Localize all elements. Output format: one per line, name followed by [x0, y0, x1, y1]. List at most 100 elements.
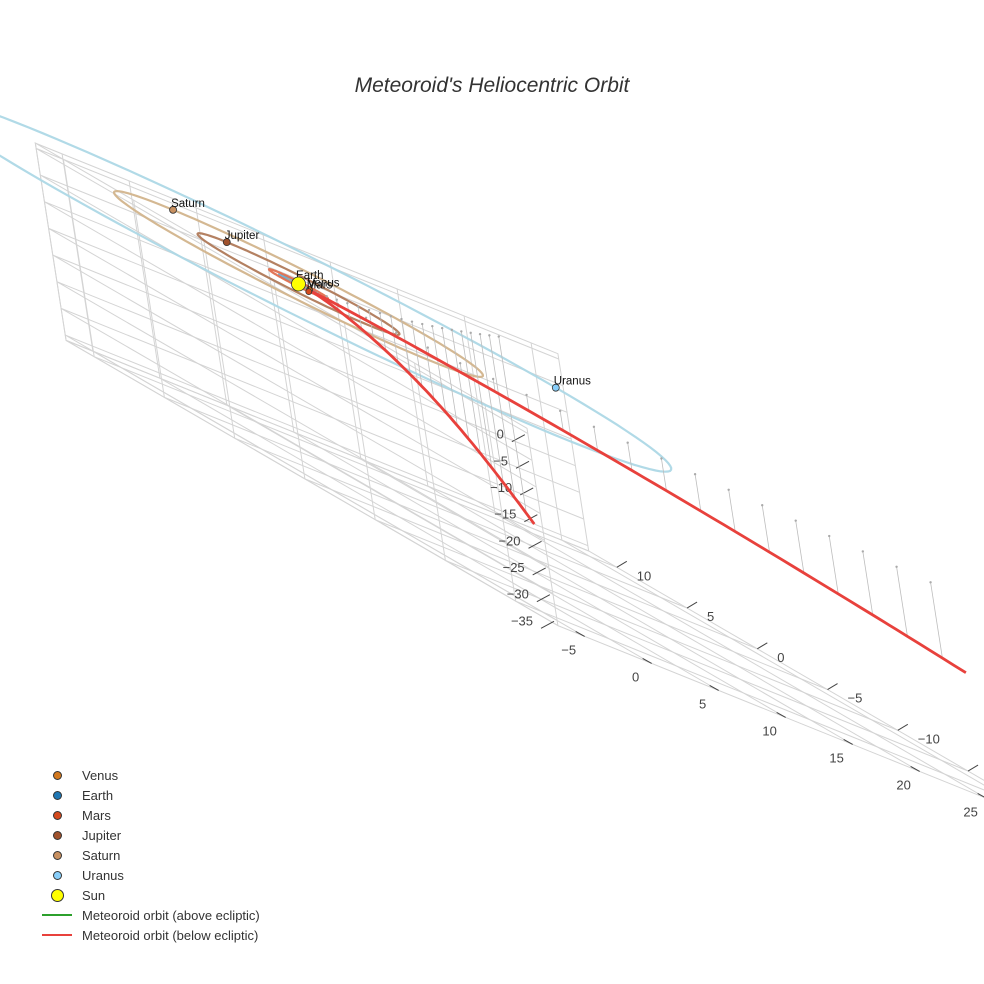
z-gridline [56, 281, 580, 568]
dropline [460, 331, 481, 454]
planet-jupiter[interactable] [222, 238, 231, 247]
planet-saturn[interactable] [169, 205, 177, 214]
x-gridline [329, 261, 853, 745]
dropline-foot [558, 409, 562, 413]
dropline-foot [626, 441, 629, 444]
dropline [431, 326, 447, 413]
x-tick-label: 0 [632, 669, 639, 684]
dropline-foot [478, 332, 482, 336]
legend-swatch [40, 825, 74, 845]
x-tick-mark [709, 685, 719, 691]
legend-label: Meteoroid orbit (above ecliptic) [82, 907, 260, 923]
dropline-foot [367, 308, 371, 312]
y-tick-mark [827, 683, 838, 690]
z-gridline [65, 334, 589, 621]
x-tick-mark [843, 739, 853, 745]
dropline-foot [421, 322, 424, 326]
legend-marker [42, 934, 72, 936]
meteoroid-orbit-below-a[interactable] [306, 287, 536, 525]
dropline-foot [761, 504, 764, 507]
x-tick-label: 20 [896, 777, 910, 792]
dropline [401, 318, 411, 375]
legend-swatch [40, 765, 74, 785]
dropline [379, 313, 387, 351]
z-tick-label: 0 [497, 427, 504, 442]
dropline-foot [400, 317, 403, 321]
dropline [559, 410, 564, 431]
z-tick-label: −15 [494, 507, 516, 522]
legend-item[interactable]: Earth [40, 785, 260, 805]
z-tick-label: −5 [493, 453, 508, 468]
meteoroid-orbit-below-b[interactable] [306, 287, 967, 674]
legend-label: Jupiter [82, 827, 122, 843]
legend-swatch [40, 805, 74, 825]
dropline [661, 458, 667, 491]
legend-item[interactable]: Saturn [40, 845, 260, 865]
z-tick-label: −10 [490, 480, 512, 495]
planet-sun[interactable] [291, 276, 306, 292]
dropline-foot [727, 488, 730, 491]
planet-mars[interactable] [305, 288, 313, 296]
dropline [593, 426, 598, 451]
legend-item[interactable]: Mars [40, 805, 260, 825]
x-tick-mark [642, 658, 652, 664]
dropline [479, 334, 504, 483]
x-tick-mark [575, 631, 585, 637]
dropline-foot [450, 328, 454, 332]
dropline-foot [861, 550, 865, 553]
z-tick-mark [536, 594, 551, 603]
x-gridline [128, 180, 652, 664]
legend-swatch [40, 865, 74, 885]
dropline-foot [410, 320, 414, 323]
dropline-foot [395, 331, 398, 334]
legend-marker [52, 870, 62, 880]
y-gridline [343, 322, 898, 731]
dropline [470, 332, 493, 468]
legend-swatch [40, 785, 74, 805]
z-gridline [60, 307, 584, 595]
legend-swatch [40, 885, 74, 905]
y-tick-mark [757, 642, 768, 650]
dropline-foot [491, 377, 495, 381]
legend-label: Uranus [82, 867, 124, 883]
dropline-foot [356, 305, 360, 308]
planet-uranus[interactable] [551, 383, 560, 392]
x-tick-mark [910, 766, 920, 772]
dropline [498, 336, 527, 514]
dropline [421, 323, 435, 400]
dropline [627, 442, 633, 471]
legend-label: Sun [82, 887, 106, 903]
dropline-foot [440, 326, 444, 330]
dropline [441, 328, 458, 426]
dropline-foot [335, 298, 338, 301]
dropline [828, 535, 839, 594]
dropline-foot [458, 361, 462, 365]
legend-marker [52, 850, 62, 860]
dropline [390, 316, 399, 363]
y-gridline [273, 281, 828, 690]
dropline [451, 329, 470, 440]
legend-item[interactable]: Meteoroid orbit (above ecliptic) [40, 905, 260, 925]
y-gridline [62, 159, 617, 568]
legend-item[interactable]: Meteoroid orbit (below ecliptic) [40, 925, 260, 945]
dropline-foot [794, 519, 797, 522]
legend-marker [42, 914, 72, 916]
z-tick-mark [528, 540, 542, 549]
dropline-foot [469, 331, 472, 335]
z-gridline [35, 147, 559, 435]
dropline [930, 582, 943, 659]
legend-label: Mars [82, 807, 111, 823]
dropline-foot [389, 315, 392, 318]
legend[interactable]: Venus Earth Mars Jupiter Saturn Uranus Sun Mete… [40, 765, 260, 945]
z-tick-mark [532, 567, 546, 576]
legend-marker [52, 790, 62, 800]
chart-title: Meteoroid's Heliocentric Orbit [354, 74, 630, 97]
legend-marker [50, 888, 64, 902]
dropline-foot [660, 457, 663, 460]
legend-item[interactable]: Venus [40, 765, 260, 785]
legend-label: Saturn [82, 847, 121, 863]
legend-item[interactable]: Sun [40, 885, 260, 905]
legend-item[interactable]: Jupiter [40, 825, 260, 845]
legend-item[interactable]: Uranus [40, 865, 260, 885]
